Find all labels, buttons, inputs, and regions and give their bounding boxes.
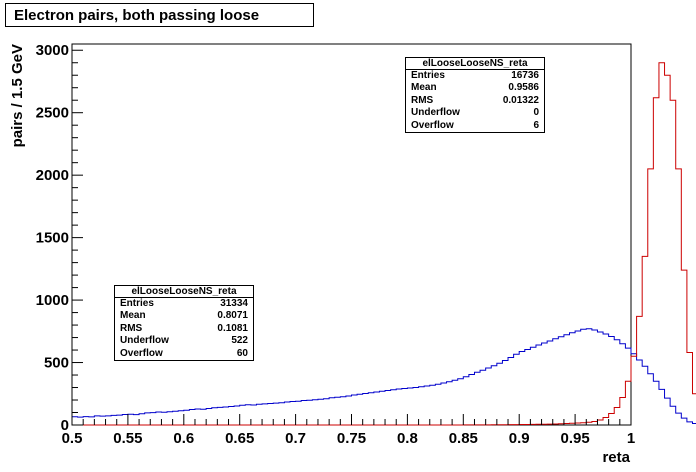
stats-label: Underflow xyxy=(120,335,169,347)
stats-label: RMS xyxy=(120,322,143,334)
stats-row: Underflow 522 xyxy=(115,335,253,347)
y-tick-label: 2000 xyxy=(36,167,69,184)
stats-label: Overflow xyxy=(411,119,454,131)
y-tick-label: 2500 xyxy=(36,105,69,122)
x-axis-title: reta xyxy=(602,449,630,466)
y-tick-label: 1000 xyxy=(36,292,69,309)
stats-box-blue: elLooseLooseNS_reta Entries 31334 Mean 0.8… xyxy=(114,285,254,361)
y-axis-title: pairs / 1.5 GeV xyxy=(9,44,26,147)
stats-value: 31334 xyxy=(220,298,248,309)
stats-row: Mean 0.8071 xyxy=(115,310,253,322)
stats-label: Overflow xyxy=(120,347,163,359)
stats-value: 0.01322 xyxy=(502,94,539,106)
stats-label: RMS xyxy=(411,94,434,106)
stats-value: 0.8071 xyxy=(217,310,248,322)
x-tick-label: 0.5 xyxy=(62,430,83,447)
stats-value: 60 xyxy=(236,347,248,359)
y-tick-label: 1500 xyxy=(36,230,69,247)
y-tick-label: 500 xyxy=(44,355,69,372)
x-tick-label: 0.8 xyxy=(397,430,418,447)
x-tick-label: 0.55 xyxy=(113,430,142,447)
stats-row: Overflow 60 xyxy=(115,348,253,360)
y-tick-label: 3000 xyxy=(36,42,69,59)
stats-box-red-title: elLooseLooseNS_reta xyxy=(406,58,544,70)
stats-row: RMS 0.1081 xyxy=(115,323,253,335)
x-tick-label: 0.65 xyxy=(225,430,254,447)
stats-label: Entries xyxy=(120,298,154,309)
stats-row: RMS 0.01322 xyxy=(406,95,544,107)
series-line-1 xyxy=(72,62,696,426)
stats-row: Mean 0.9586 xyxy=(406,82,544,94)
series-line-0 xyxy=(72,328,696,424)
x-tick-label: 1 xyxy=(627,430,635,447)
stats-label: Underflow xyxy=(411,107,460,119)
stats-value: 0.9586 xyxy=(508,82,539,94)
stats-value: 6 xyxy=(533,119,539,131)
stats-value: 0 xyxy=(533,107,539,119)
x-tick-label: 0.7 xyxy=(285,430,306,447)
stats-box-blue-title: elLooseLooseNS_reta xyxy=(115,286,253,298)
chart-title: Electron pairs, both passing loose xyxy=(14,7,260,24)
stats-label: Entries xyxy=(411,70,445,81)
stats-value: 16736 xyxy=(511,70,539,81)
x-tick-label: 0.75 xyxy=(337,430,366,447)
stats-row: Overflow 6 xyxy=(406,120,544,132)
x-tick-label: 0.9 xyxy=(509,430,530,447)
stats-row: Entries 16736 xyxy=(406,70,544,82)
plot-frame xyxy=(71,43,632,426)
stats-row: Underflow 0 xyxy=(406,107,544,119)
y-tick-label: 0 xyxy=(61,417,69,434)
x-tick-label: 0.95 xyxy=(560,430,589,447)
stats-value: 0.1081 xyxy=(217,322,248,334)
x-tick-label: 0.85 xyxy=(449,430,478,447)
chart-title-box: Electron pairs, both passing loose xyxy=(5,3,314,27)
stats-box-red: elLooseLooseNS_reta Entries 16736 Mean 0.9… xyxy=(405,57,545,133)
stats-label: Mean xyxy=(120,310,146,322)
x-tick-label: 0.6 xyxy=(173,430,194,447)
stats-row: Entries 31334 xyxy=(115,298,253,310)
stats-value: 522 xyxy=(231,335,248,347)
stats-label: Mean xyxy=(411,82,437,94)
